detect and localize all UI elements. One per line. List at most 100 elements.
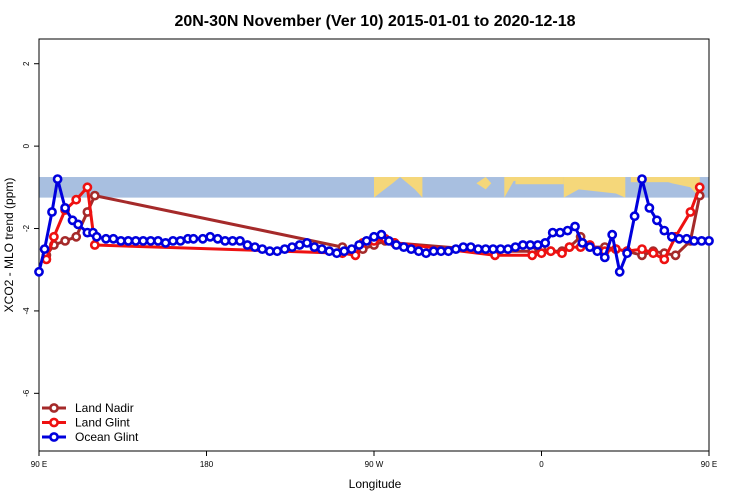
data-point <box>205 231 216 242</box>
data-point <box>188 233 199 244</box>
data-point <box>89 240 100 250</box>
data-point <box>689 235 699 246</box>
data-point <box>555 227 565 238</box>
land-shape <box>563 177 626 198</box>
data-point <box>287 242 297 252</box>
data-point <box>637 244 647 254</box>
data-point <box>123 235 134 246</box>
x-tick-label: 180 <box>200 460 214 469</box>
data-point <box>685 207 696 217</box>
world-map-band <box>39 177 709 198</box>
y-tick-label: -4 <box>22 307 31 315</box>
data-point <box>52 174 63 184</box>
data-point <box>413 246 424 257</box>
data-point <box>60 202 70 213</box>
data-point <box>220 235 230 246</box>
data-point <box>249 242 260 252</box>
data-point <box>545 246 556 257</box>
data-point <box>607 229 618 240</box>
x-tick-label: 0 <box>539 460 544 469</box>
data-point <box>71 194 82 205</box>
data-point <box>666 231 677 242</box>
land-shape <box>374 177 423 198</box>
data-point <box>376 229 387 240</box>
legend-entry: Ocean Glint <box>75 430 139 444</box>
legend-entry: Land Nadir <box>75 401 134 415</box>
data-point <box>443 246 454 257</box>
series-ocean-glint <box>34 174 714 277</box>
data-point <box>557 248 567 259</box>
data-point <box>175 235 186 246</box>
data-point <box>577 237 588 248</box>
data-point <box>138 235 149 246</box>
data-point <box>153 235 163 246</box>
data-point <box>257 244 268 254</box>
data-point <box>465 242 476 252</box>
x-tick-label: 90 W <box>365 460 384 469</box>
data-point <box>406 244 417 254</box>
legend-marker <box>49 417 59 428</box>
data-point <box>450 244 461 254</box>
data-point <box>510 242 521 252</box>
data-point <box>614 266 625 277</box>
data-point <box>39 244 50 254</box>
data-point <box>599 252 610 263</box>
data-point <box>82 182 93 193</box>
data-point <box>309 242 320 252</box>
data-point <box>525 240 536 250</box>
land-shape <box>630 177 700 183</box>
data-point <box>421 248 431 259</box>
data-point <box>361 235 372 246</box>
data-point <box>564 242 575 252</box>
data-point <box>652 215 662 226</box>
data-point <box>60 235 70 246</box>
data-point <box>704 235 714 246</box>
data-point <box>354 240 364 250</box>
data-point <box>279 244 290 254</box>
data-point <box>108 233 119 244</box>
data-point <box>503 244 513 254</box>
data-point <box>302 237 312 248</box>
data-point <box>562 225 573 236</box>
data-point <box>331 248 342 259</box>
x-axis-label: Longitude <box>349 477 402 491</box>
data-point <box>592 246 603 257</box>
data-point <box>89 190 100 201</box>
data-point <box>540 237 551 248</box>
data-point <box>659 254 670 265</box>
legend-marker <box>49 403 59 413</box>
data-point <box>458 242 469 252</box>
data-point <box>629 211 640 222</box>
data-point <box>91 231 102 242</box>
data-point <box>670 250 681 261</box>
data-point <box>73 219 83 230</box>
data-point <box>536 248 547 259</box>
data-point <box>473 244 484 254</box>
x-axis: 90 E 180 90 W 0 90 E <box>31 451 717 469</box>
data-point <box>71 231 82 242</box>
series-layer <box>34 174 714 277</box>
data-point <box>346 244 357 254</box>
data-point <box>160 237 171 248</box>
data-point <box>383 235 394 246</box>
data-point <box>391 240 402 250</box>
y-tick-label: -2 <box>22 224 31 232</box>
data-point <box>272 246 283 257</box>
legend-marker <box>49 432 59 442</box>
data-point <box>694 182 705 193</box>
data-point <box>339 246 350 257</box>
data-point <box>197 233 208 244</box>
data-point <box>585 242 595 252</box>
y-tick-label: 0 <box>22 143 31 148</box>
data-point <box>622 248 632 259</box>
y-tick-label: 2 <box>22 61 31 66</box>
data-point <box>49 231 59 242</box>
data-point <box>570 221 580 232</box>
data-point <box>659 225 670 236</box>
data-point <box>648 248 659 259</box>
x-tick-label: 90 E <box>31 460 47 469</box>
data-point <box>644 202 655 213</box>
data-point <box>324 246 335 257</box>
